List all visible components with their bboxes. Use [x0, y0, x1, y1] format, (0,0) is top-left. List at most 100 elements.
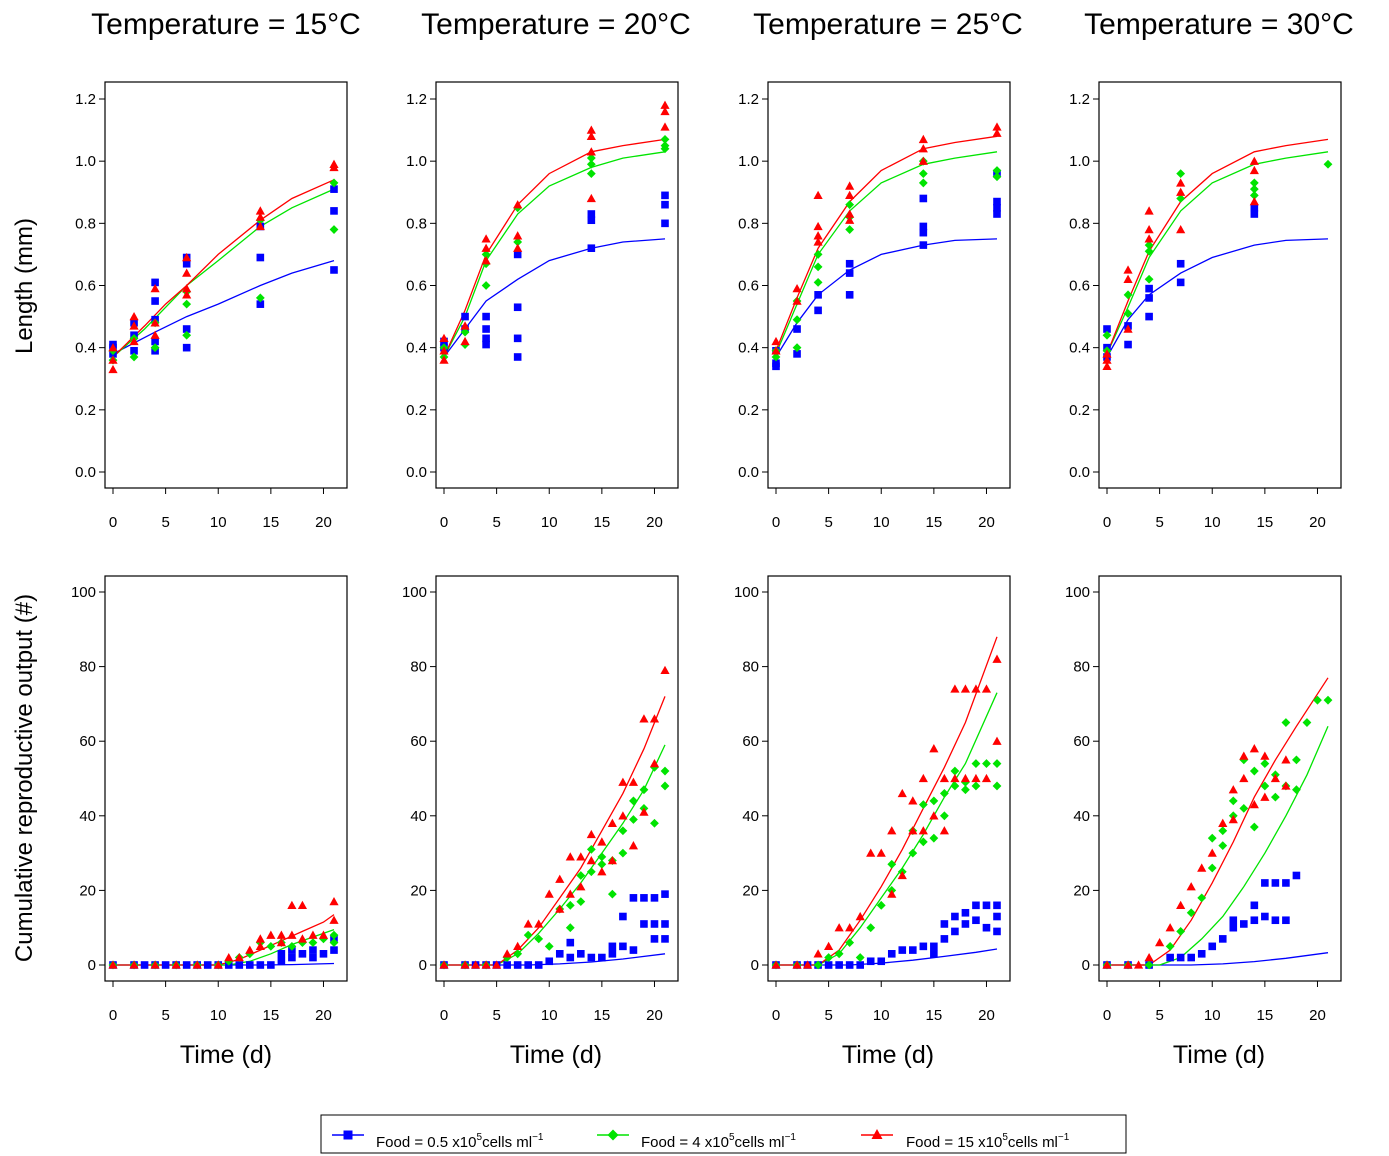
point-low-r0c1-5 [482, 325, 490, 333]
point-high-r0c1-12 [586, 131, 596, 140]
ytick-label-r1c1-1: 20 [410, 882, 427, 899]
point-high-r1c2-28 [981, 684, 992, 693]
point-high-r1c3-11 [1228, 785, 1238, 794]
point-low-r1c3-3 [1166, 953, 1174, 962]
point-mid-r1c2-8 [876, 900, 886, 910]
point-mid-r1c2-19 [939, 789, 949, 798]
point-high-r1c1-0 [439, 960, 449, 969]
point-high-r0c0-3 [129, 321, 139, 330]
point-low-r1c1-12 [566, 953, 575, 962]
point-low-r0c2-11 [919, 222, 928, 231]
point-high-r0c2-15 [992, 122, 1002, 131]
xtick-label-r0c1-0: 0 [440, 514, 448, 531]
point-high-r1c0-15 [287, 930, 297, 939]
point-high-r1c2-2 [802, 960, 813, 969]
point-low-r1c0-4 [161, 961, 170, 969]
point-low-r1c3-18 [1282, 879, 1290, 887]
point-high-r1c1-3 [481, 960, 491, 969]
panel-frame-r1c0 [104, 575, 348, 982]
point-mid-r1c2-4 [834, 949, 844, 959]
curve-low-r0c2 [775, 238, 998, 358]
point-low-r1c3-7 [1208, 942, 1217, 951]
point-mid-r0c2-3 [792, 315, 802, 325]
point-low-r0c1-13 [587, 216, 596, 225]
point-high-r1c3-1 [1123, 960, 1133, 969]
xtick-label-r1c2-3: 15 [926, 1007, 943, 1024]
point-low-r1c0-11 [235, 961, 244, 969]
point-high-r1c2-1 [792, 960, 802, 969]
point-mid-r1c0-14 [308, 938, 318, 948]
point-mid-r0c1-14 [660, 144, 670, 154]
point-high-r1c0-20 [329, 896, 339, 906]
time-axis-label-15: Time (d) [180, 1041, 272, 1069]
ytick-label-r1c2-2: 40 [742, 808, 759, 825]
point-mid-r1c3-11 [1228, 796, 1238, 806]
panel-frame-r0c2 [767, 81, 1011, 489]
point-high-r1c1-30 [660, 665, 670, 675]
point-high-r1c0-3 [171, 960, 181, 969]
point-high-r0c3-8 [1144, 234, 1154, 243]
point-high-r1c1-13 [565, 889, 575, 898]
point-high-r0c0-8 [150, 330, 160, 339]
point-high-r1c1-9 [544, 889, 554, 898]
point-low-r1c1-29 [661, 935, 669, 943]
legend-item-high: Food = 15 x105cells ml−1 [861, 1129, 1070, 1151]
point-high-r1c1-11 [555, 904, 565, 913]
point-low-r0c0-19 [330, 207, 338, 215]
point-high-r1c0-18 [308, 930, 318, 939]
point-mid-r1c2-6 [855, 953, 865, 962]
ytick-label-r0c3-4: 0.8 [1069, 215, 1090, 232]
ytick-label-r1c1-4: 80 [410, 659, 427, 676]
point-mid-r0c2-13 [918, 178, 928, 188]
ytick-label-r0c3-5: 1.0 [1069, 153, 1090, 170]
point-mid-r1c3-23 [1292, 755, 1301, 765]
point-low-r0c2-17 [993, 210, 1001, 218]
xtick-label-r1c3-2: 10 [1204, 1007, 1221, 1024]
point-low-r1c2-17 [940, 920, 949, 928]
point-mid-r1c3-14 [1239, 803, 1249, 813]
point-high-r1c0-7 [234, 952, 244, 962]
point-mid-r1c2-24 [971, 759, 981, 768]
point-mid-r0c0-11 [329, 178, 339, 188]
xtick-label-r1c1-3: 15 [594, 1007, 611, 1024]
point-mid-r1c1-24 [639, 785, 649, 795]
point-high-r1c2-13 [897, 870, 907, 880]
point-high-r0c2-9 [845, 190, 855, 200]
curve-low-r1c3 [1107, 952, 1329, 966]
point-mid-r1c3-18 [1260, 781, 1270, 791]
time-axis-label-25: Time (d) [842, 1041, 934, 1069]
point-high-r1c1-4 [492, 960, 502, 969]
point-mid-r1c3-21 [1281, 718, 1291, 727]
point-low-r1c3-19 [1282, 916, 1290, 925]
point-low-r0c2-13 [919, 241, 928, 249]
point-mid-r1c3-6 [1197, 893, 1207, 903]
point-high-r1c1-22 [618, 777, 628, 786]
ytick-label-r1c0-4: 80 [79, 659, 96, 676]
point-high-r1c0-1 [129, 960, 139, 969]
point-mid-r1c2-27 [992, 759, 1002, 768]
point-low-r1c2-25 [982, 923, 991, 932]
point-high-r1c1-23 [618, 811, 628, 820]
point-mid-r1c3-26 [1313, 695, 1322, 705]
point-mid-r1c3-3 [1165, 941, 1175, 951]
point-low-r0c2-7 [845, 259, 854, 268]
ytick-label-r1c1-5: 100 [402, 584, 427, 601]
point-mid-r1c2-15 [918, 800, 928, 810]
xtick-label-r1c1-0: 0 [440, 1007, 448, 1024]
point-low-r0c1-16 [661, 200, 669, 209]
ytick-label-r1c3-5: 100 [1065, 584, 1090, 601]
point-high-r1c0-19 [318, 930, 329, 939]
point-low-r1c2-21 [961, 920, 970, 928]
curve-high-r0c2 [775, 135, 998, 352]
ytick-label-r1c3-1: 20 [1073, 882, 1090, 899]
ytick-label-r0c1-3: 0.6 [406, 278, 427, 295]
point-high-r1c1-2 [470, 960, 481, 969]
point-high-r1c2-15 [908, 826, 918, 835]
point-high-r1c1-24 [628, 777, 639, 786]
xtick-label-r0c3-2: 10 [1204, 514, 1221, 531]
point-mid-r1c0-15 [319, 934, 328, 944]
point-low-r1c0-15 [277, 957, 286, 966]
xtick-label-r0c0-1: 5 [161, 514, 169, 531]
point-mid-r1c1-27 [660, 766, 670, 776]
point-mid-r1c1-12 [576, 871, 586, 880]
